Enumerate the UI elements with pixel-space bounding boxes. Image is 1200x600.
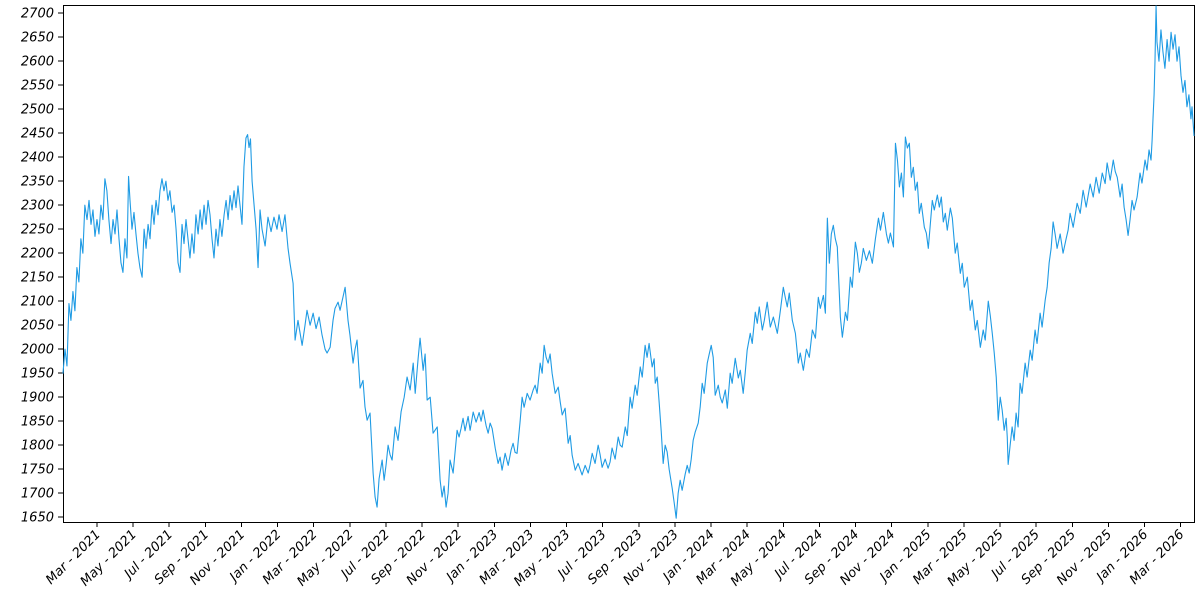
y-tick-label: 2450 [21,127,54,142]
y-tick-label: 2600 [21,55,54,70]
plot-border [63,5,1195,523]
y-tick-label: 1650 [21,511,54,526]
y-tick-label: 2000 [21,343,54,358]
y-tick-label: 2650 [21,31,54,46]
y-tick-label: 2100 [21,295,54,310]
y-tick-label: 2250 [21,223,54,238]
y-tick-label: 2550 [21,79,54,94]
y-tick-label: 2700 [21,7,54,22]
y-tick-label: 2050 [21,319,54,334]
y-tick-label: 1800 [21,439,54,454]
y-tick-label: 2500 [21,103,54,118]
y-tick-label: 2350 [21,175,54,190]
y-tick-label: 1750 [21,463,54,478]
y-tick-label: 2400 [21,151,54,166]
y-tick-label: 1850 [21,415,54,430]
y-tick-label: 2200 [21,247,54,262]
y-tick-label: 1950 [21,367,54,382]
y-tick-label: 2300 [21,199,54,214]
series-line-price [62,5,1195,519]
y-tick-label: 1900 [21,391,54,406]
y-tick-label: 1700 [21,487,54,502]
y-tick-label: 2150 [21,271,54,286]
